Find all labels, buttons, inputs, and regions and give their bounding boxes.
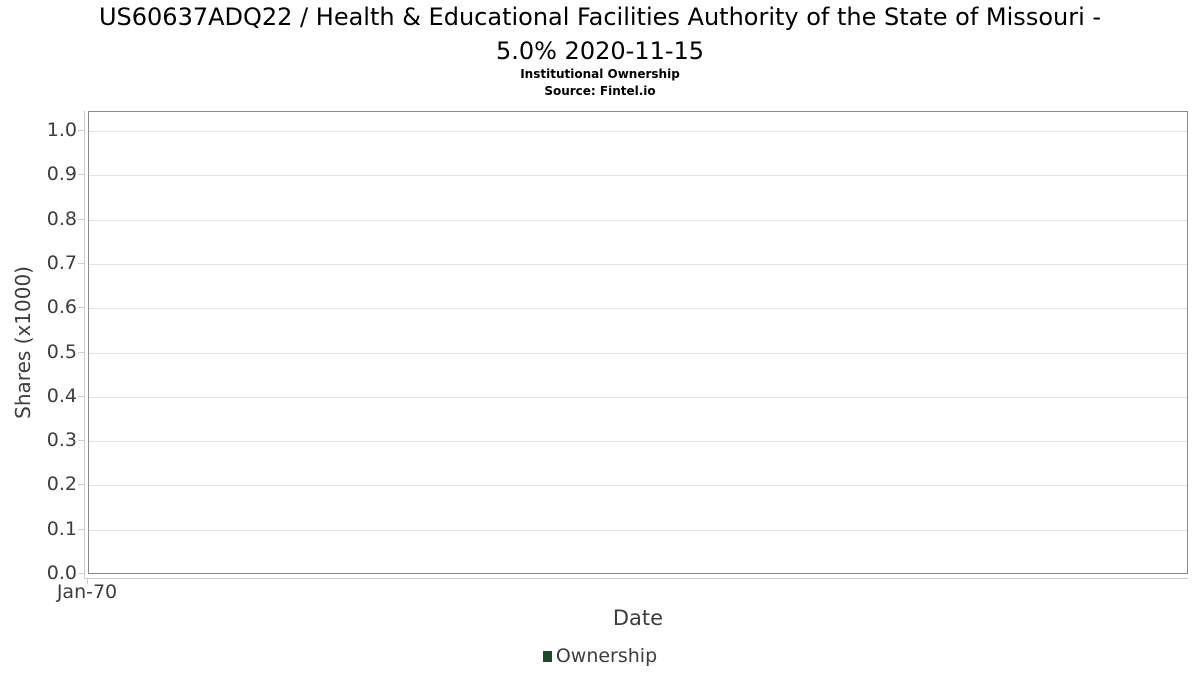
y-tick-label: 0.8 xyxy=(46,207,77,230)
y-tick-label: 0.6 xyxy=(46,296,77,319)
gridline xyxy=(89,352,1187,354)
gridline xyxy=(89,175,1187,177)
chart-source: Source: Fintel.io xyxy=(544,84,656,98)
plot-area xyxy=(88,111,1188,574)
y-tick-label: 1.0 xyxy=(46,119,77,141)
y-tick-mark xyxy=(78,174,84,176)
y-tick-mark xyxy=(78,395,84,397)
gridline xyxy=(89,485,1187,487)
legend: Ownership xyxy=(0,645,1200,667)
y-tick-label: 0.2 xyxy=(46,473,77,496)
y-tick-label: 0.9 xyxy=(46,163,77,186)
gridline xyxy=(89,219,1187,221)
y-tick-mark xyxy=(78,307,84,309)
y-tick-mark xyxy=(78,440,84,442)
y-tick-label: 0.5 xyxy=(46,340,77,363)
y-tick-label: 0.3 xyxy=(46,429,77,452)
y-tick-mark xyxy=(78,218,84,220)
legend-item[interactable]: Ownership xyxy=(542,645,658,667)
y-tick-mark xyxy=(78,130,84,131)
chart-title-line-2: 5.0% 2020-11-15 xyxy=(495,37,705,65)
y-tick-mark xyxy=(78,528,84,530)
gridline xyxy=(89,441,1187,443)
x-tick-mark xyxy=(87,578,88,584)
chart-subtitle: Institutional Ownership xyxy=(520,67,680,81)
x-axis-line xyxy=(84,578,1188,579)
gridline xyxy=(89,263,1187,265)
y-tick-mark xyxy=(78,484,84,486)
y-tick-mark xyxy=(78,351,84,353)
chart-title-line-1: US60637ADQ22 / Health & Educational Faci… xyxy=(98,3,1102,31)
y-tick-mark xyxy=(78,573,84,574)
gridline xyxy=(89,396,1187,398)
gridline xyxy=(89,131,1187,132)
gridline xyxy=(89,529,1187,531)
y-tick-label: 0.4 xyxy=(46,384,77,407)
y-tick-label: 0.0 xyxy=(46,562,77,584)
y-tick-mark xyxy=(78,262,84,264)
x-axis-title: Date xyxy=(612,606,664,630)
y-tick-label: 0.7 xyxy=(46,251,77,274)
y-axis-line xyxy=(84,111,85,579)
legend-label: Ownership xyxy=(555,645,658,667)
chart-title: US60637ADQ22 / Health & Educational Faci… xyxy=(5,0,1195,68)
x-tick-label: Jan-70 xyxy=(56,581,118,603)
legend-marker-icon xyxy=(542,650,552,662)
y-tick-label: 0.1 xyxy=(46,517,77,540)
gridline xyxy=(89,308,1187,310)
